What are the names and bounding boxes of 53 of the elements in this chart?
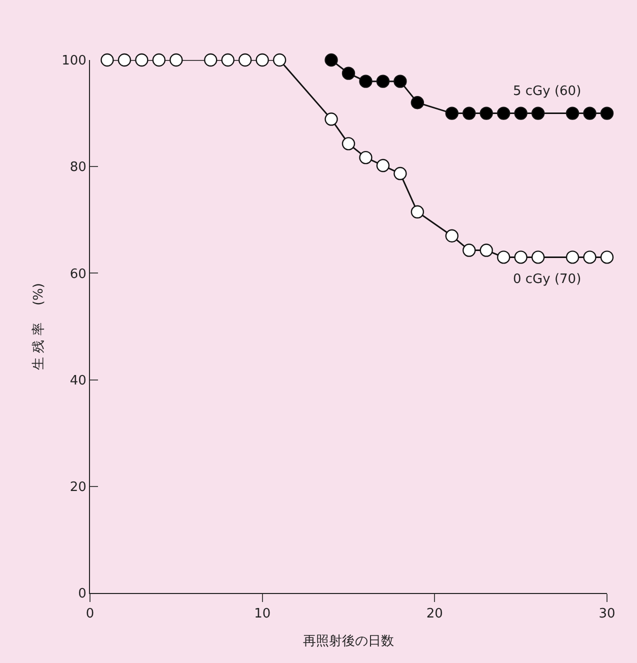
point bbox=[480, 106, 493, 120]
point bbox=[600, 106, 614, 120]
y-tick-label: 100 bbox=[62, 54, 86, 69]
point bbox=[514, 106, 528, 120]
point bbox=[342, 137, 356, 150]
point bbox=[376, 74, 390, 88]
point bbox=[376, 158, 390, 172]
point bbox=[480, 244, 493, 257]
y-tick-label: 0 bbox=[78, 586, 86, 602]
x-tick-label: 10 bbox=[254, 606, 271, 622]
point bbox=[394, 74, 407, 88]
point bbox=[531, 250, 545, 264]
point bbox=[221, 53, 234, 67]
point bbox=[256, 53, 269, 67]
y-axis-title: 生 残 率 (%) bbox=[30, 283, 47, 370]
y-tick-label: 40 bbox=[70, 373, 86, 388]
point bbox=[462, 244, 476, 257]
point bbox=[324, 112, 338, 126]
point bbox=[152, 53, 166, 67]
point bbox=[170, 53, 183, 67]
x-tick-label: 20 bbox=[426, 606, 443, 622]
point bbox=[135, 53, 148, 67]
point bbox=[566, 250, 580, 264]
point bbox=[566, 106, 580, 120]
point bbox=[394, 166, 407, 180]
point bbox=[445, 106, 458, 120]
point bbox=[514, 250, 528, 264]
point bbox=[497, 250, 510, 264]
y-tick-label: 80 bbox=[70, 160, 86, 176]
series-label: 5 cGy (60) bbox=[513, 84, 582, 99]
x-tick-label: 30 bbox=[598, 606, 616, 622]
point bbox=[410, 96, 424, 110]
point bbox=[342, 66, 356, 80]
point bbox=[359, 74, 372, 88]
point bbox=[100, 53, 114, 67]
point bbox=[410, 205, 424, 218]
series-label: 0 cGy (70) bbox=[513, 272, 582, 287]
point bbox=[272, 53, 286, 67]
point bbox=[600, 250, 614, 264]
point bbox=[118, 53, 132, 67]
point bbox=[531, 106, 545, 120]
point bbox=[462, 106, 476, 120]
y-tick-label: 20 bbox=[70, 480, 86, 495]
point bbox=[445, 229, 458, 242]
point bbox=[238, 53, 252, 67]
point bbox=[324, 53, 338, 67]
point bbox=[497, 106, 510, 120]
point bbox=[583, 106, 596, 120]
point bbox=[359, 150, 372, 164]
point bbox=[204, 53, 218, 67]
y-tick-label: 60 bbox=[70, 266, 86, 282]
point bbox=[583, 250, 596, 264]
x-axis-title: 再照射後の日数 bbox=[303, 634, 394, 650]
